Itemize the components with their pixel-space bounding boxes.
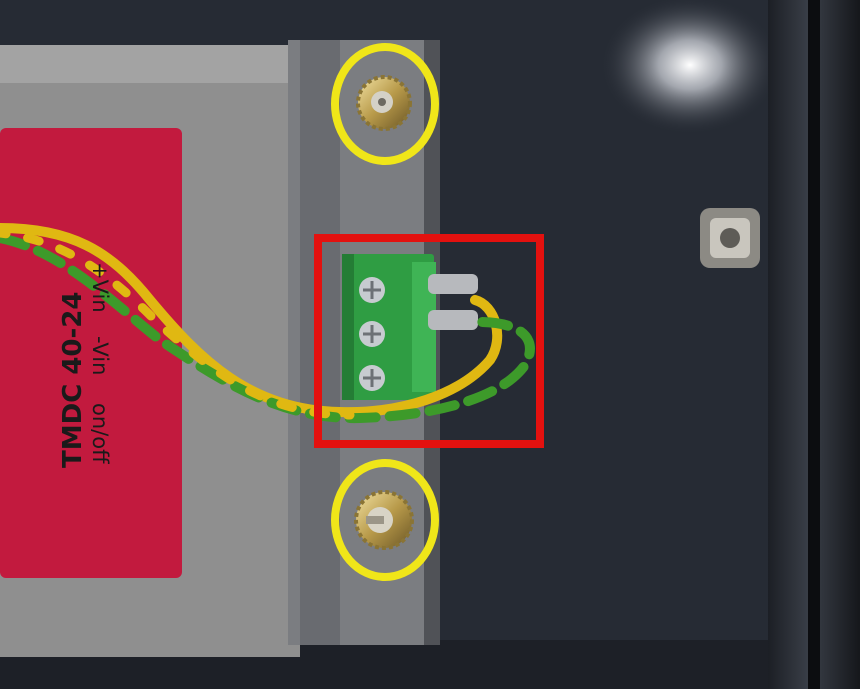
highlight-circle-top bbox=[331, 43, 439, 165]
product-label bbox=[0, 128, 182, 578]
wire-ferrules bbox=[428, 274, 478, 330]
terminal-screw bbox=[359, 321, 385, 347]
rail-edge bbox=[808, 0, 820, 689]
rail-nut bbox=[700, 208, 760, 268]
module-top-face bbox=[0, 45, 300, 83]
mounting-screw-bottom bbox=[354, 490, 414, 550]
twisted-wire bbox=[0, 223, 535, 424]
terminal-screw bbox=[359, 277, 385, 303]
light-glare bbox=[600, 0, 780, 135]
mounting-screw-top bbox=[356, 75, 412, 131]
terminal-block bbox=[342, 254, 436, 400]
highlight-circle-bottom bbox=[331, 459, 439, 581]
terminal-screw bbox=[359, 365, 385, 391]
highlight-box-terminal bbox=[314, 234, 544, 448]
